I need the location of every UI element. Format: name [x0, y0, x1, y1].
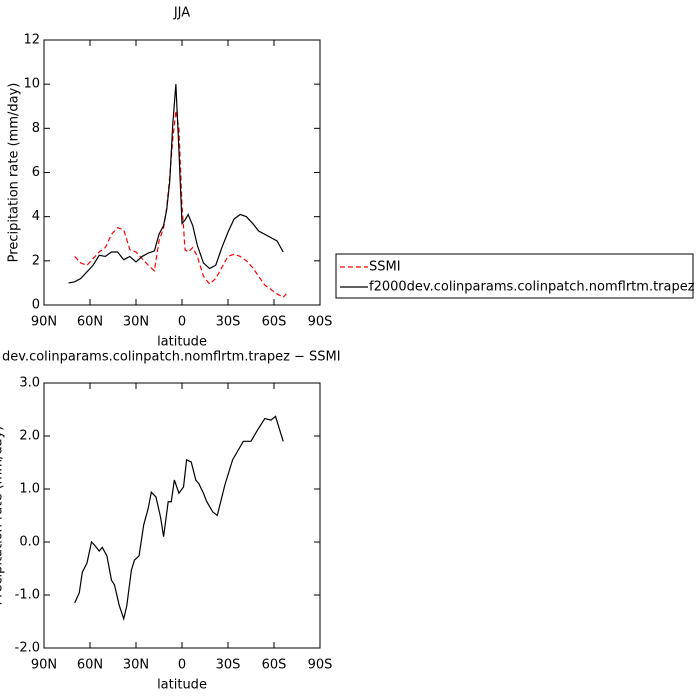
x-tick-label: 90N — [31, 658, 57, 673]
legend-label: SSMI — [369, 260, 401, 275]
y-tick-label: 8 — [32, 121, 40, 136]
x-tick-label: 60N — [77, 315, 103, 330]
y-tick-label: 6 — [32, 165, 40, 180]
x-tick-label: 0 — [178, 658, 186, 673]
y-tick-label: 4 — [32, 209, 40, 224]
y-tick-label: 10 — [23, 77, 40, 92]
y-tick-label: 12 — [23, 33, 40, 48]
x-tick-label: 60N — [77, 658, 103, 673]
chart-title: dev.colinparams.colinpatch.nomflrtm.trap… — [2, 350, 341, 365]
x-tick-label: 30S — [216, 315, 241, 330]
y-axis-label: Precipitation rate (mm/day) — [0, 426, 6, 606]
y-tick-label: -2.0 — [15, 641, 40, 656]
x-tick-label: 0 — [178, 315, 186, 330]
x-tick-label: 30S — [216, 658, 241, 673]
x-axis-label: latitude — [157, 335, 207, 350]
plot-frame — [43, 382, 321, 649]
y-tick-label: -1.0 — [15, 588, 40, 603]
data-line — [74, 415, 284, 622]
x-tick-label: 60S — [262, 315, 287, 330]
chart-title: JJA — [173, 6, 190, 21]
legend-label: f2000dev.colinparams.colinpatch.nomflrtm… — [369, 280, 695, 295]
x-tick-label: 30N — [123, 658, 149, 673]
x-tick-label: 30N — [123, 315, 149, 330]
y-tick-label: 0 — [32, 298, 40, 313]
y-axis-label: Precipitation rate (mm/day) — [7, 83, 22, 263]
y-tick-label: 1.0 — [19, 482, 40, 497]
x-tick-label: 60S — [262, 658, 287, 673]
y-tick-label: 2.0 — [19, 429, 40, 444]
legend-box — [335, 253, 694, 299]
y-tick-label: 3.0 — [19, 376, 40, 391]
data-line — [68, 84, 284, 284]
x-tick-label: 90S — [308, 658, 333, 673]
plot-frame — [43, 39, 321, 306]
x-tick-label: 90S — [308, 315, 333, 330]
x-axis-label: latitude — [157, 678, 207, 693]
y-tick-label: 2 — [32, 253, 40, 268]
data-line — [74, 110, 287, 299]
y-tick-label: 0.0 — [19, 535, 40, 550]
x-tick-label: 90N — [31, 315, 57, 330]
